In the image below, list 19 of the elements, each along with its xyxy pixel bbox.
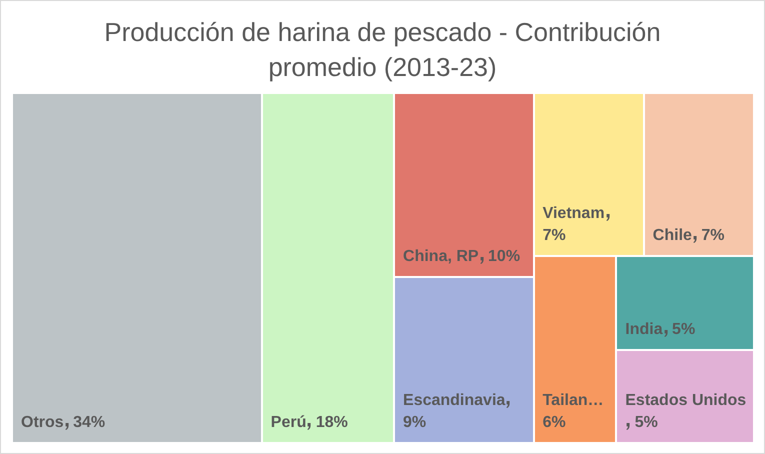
category-label: India [625,320,663,338]
data-label: 7% [542,227,566,244]
category-label: China, RP [403,248,479,266]
data-label: 10% [488,248,520,266]
data-label: 34% [73,414,106,431]
category-label: Perú [270,414,306,431]
category-label: Tailan… [542,392,604,409]
data-label: 5% [672,320,696,338]
text: Producción de harina de pescado - Contribución promedio (2013-23) [103,16,662,84]
category-label: Escandinavia [403,392,506,409]
data-label: 6% [542,414,566,431]
data-label: 5% [634,414,658,431]
category-label: Chile [652,227,692,244]
category-label: Estados Unidos [625,392,746,409]
category-label: Otros [21,414,64,431]
data-label: 18% [316,414,348,431]
data-label: 7% [701,227,724,244]
data-label: 9% [403,414,426,431]
category-label: Vietnam [542,205,605,222]
